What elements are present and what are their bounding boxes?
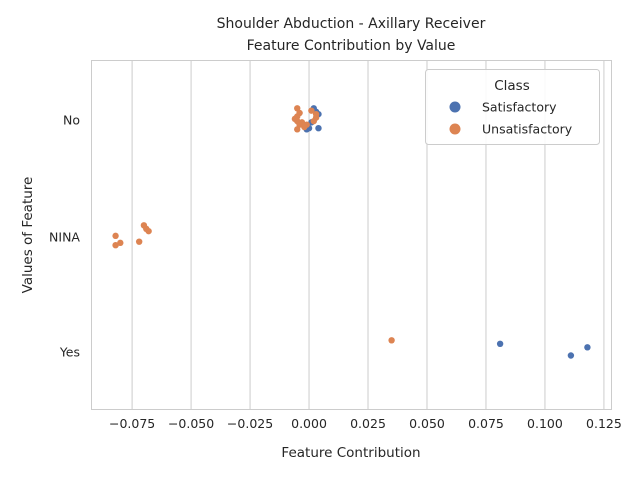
x-tick-label: 0.125 bbox=[586, 416, 622, 431]
legend-marker-unsatisfactory bbox=[449, 123, 461, 135]
x-tick-labels: −0.075 −0.050 −0.025 0.000 0.025 0.050 0.075 0.… bbox=[109, 416, 622, 431]
data-point-unsatisfactory bbox=[117, 239, 124, 247]
data-point-unsatisfactory bbox=[294, 126, 301, 133]
data-point-unsatisfactory bbox=[112, 232, 119, 240]
data-point-satisfactory bbox=[567, 352, 575, 359]
y-tick-label: NINA bbox=[49, 230, 80, 245]
plot-frame bbox=[91, 60, 612, 410]
data-point-unsatisfactory bbox=[112, 241, 119, 249]
legend-label-unsatisfactory: Unsatisfactory bbox=[482, 122, 573, 137]
data-point-unsatisfactory bbox=[135, 238, 143, 245]
chart-title-line-1: Shoulder Abduction - Axillary Receiver bbox=[217, 16, 486, 32]
legend: Class Satisfactory Unsatisfactory bbox=[425, 69, 600, 145]
data-point-unsatisfactory bbox=[310, 117, 317, 125]
chart-title-line-2: Feature Contribution by Value bbox=[247, 38, 456, 54]
data-point-unsatisfactory bbox=[308, 107, 315, 114]
legend-title: Class bbox=[494, 78, 530, 94]
y-tick-label: Yes bbox=[59, 345, 80, 360]
x-tick-label: 0.000 bbox=[291, 416, 327, 431]
x-axis-label: Feature Contribution bbox=[281, 445, 420, 461]
x-tick-label: 0.025 bbox=[350, 416, 386, 431]
data-point-satisfactory bbox=[496, 340, 504, 348]
data-point-satisfactory bbox=[315, 124, 322, 132]
legend-marker-satisfactory bbox=[449, 101, 461, 113]
x-tick-label: 0.050 bbox=[409, 416, 445, 431]
data-point-unsatisfactory bbox=[388, 337, 395, 344]
y-tick-label: No bbox=[63, 113, 80, 128]
data-point-satisfactory bbox=[584, 344, 591, 351]
y-tick-labels: No NINA Yes bbox=[49, 113, 80, 360]
x-tick-label: 0.100 bbox=[527, 416, 563, 431]
data-point-unsatisfactory bbox=[145, 227, 152, 235]
legend-box bbox=[425, 69, 600, 145]
legend-label-satisfactory: Satisfactory bbox=[482, 100, 557, 115]
x-tick-label: −0.075 bbox=[109, 416, 155, 431]
data-points bbox=[112, 105, 591, 359]
x-tick-label: 0.075 bbox=[468, 416, 504, 431]
x-tick-label: −0.025 bbox=[227, 416, 273, 431]
y-axis-label: Values of Feature bbox=[20, 177, 36, 294]
data-point-unsatisfactory bbox=[301, 123, 308, 131]
x-tick-label: −0.050 bbox=[168, 416, 214, 431]
